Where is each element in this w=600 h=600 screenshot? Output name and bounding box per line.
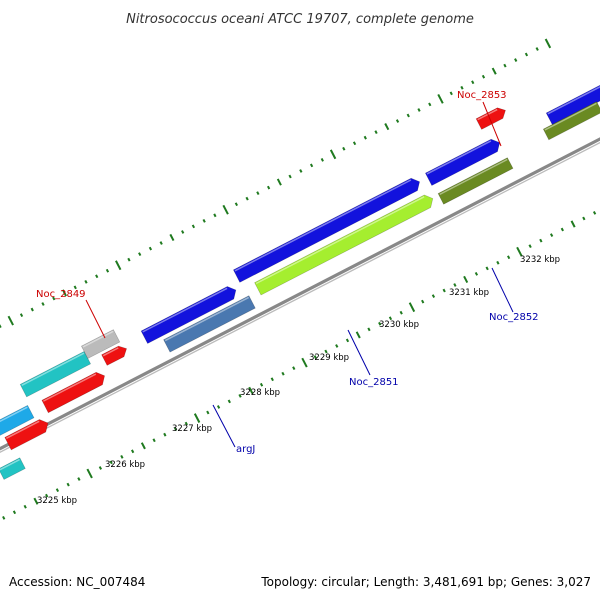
- leader-line-noc2849: [85, 299, 106, 339]
- accession-text: Accession: NC_007484: [9, 575, 145, 589]
- gene-feature[interactable]: [545, 79, 600, 126]
- leader-line-argj: [212, 404, 236, 448]
- tick-label: 3228 kbp: [240, 388, 280, 398]
- tick-label: 3225 kbp: [37, 496, 77, 506]
- gene-feature[interactable]: [232, 177, 420, 283]
- gene-feature[interactable]: [0, 457, 26, 480]
- tick-label: 3229 kbp: [309, 353, 349, 363]
- gene-feature-highlight: [544, 102, 597, 131]
- gene-feature[interactable]: [542, 101, 600, 141]
- gene-feature[interactable]: [80, 329, 121, 359]
- gene-feature-highlight: [5, 420, 40, 439]
- gene-feature[interactable]: [101, 345, 127, 366]
- gene-feature-highlight: [477, 108, 498, 121]
- tick-label: 3230 kbp: [379, 320, 419, 330]
- tick-label: 3227 kbp: [172, 424, 212, 434]
- leader-line-noc2852: [491, 267, 514, 313]
- gene-feature[interactable]: [4, 419, 49, 451]
- gene-feature[interactable]: [475, 107, 506, 130]
- map-title: Nitrosococcus oceani ATCC 19707, complet…: [126, 12, 474, 27]
- tick-marks: [0, 38, 597, 520]
- gene-label-noc2852[interactable]: Noc_2852: [489, 312, 539, 323]
- gene-feature[interactable]: [0, 404, 35, 443]
- tick-label: 3226 kbp: [105, 460, 145, 470]
- genome-backbone: [0, 137, 600, 453]
- tick-label: 3232 kbp: [520, 255, 560, 265]
- gene-label-noc2853[interactable]: Noc_2853: [457, 90, 507, 101]
- gene-feature-highlight: [43, 373, 97, 402]
- tick-label: 3231 kbp: [449, 288, 489, 298]
- gene-label-noc2849[interactable]: Noc_2849: [36, 289, 86, 300]
- tick-labels: 3225 kbp 3226 kbp 3227 kbp 3228 kbp 3229 kbp…: [37, 255, 560, 506]
- gene-feature-highlight: [142, 287, 228, 333]
- gene-feature-highlight: [0, 406, 28, 423]
- gene-label-noc2851[interactable]: Noc_2851: [349, 377, 399, 388]
- gene-feature[interactable]: [41, 371, 105, 414]
- gene-feature-highlight: [547, 86, 600, 115]
- gene-features: [0, 79, 600, 480]
- gene-feature-highlight: [0, 458, 20, 471]
- gene-feature[interactable]: [424, 138, 501, 186]
- gene-feature-highlight: [82, 330, 114, 348]
- gene-feature[interactable]: [19, 350, 92, 398]
- gene-feature-highlight: [439, 158, 508, 196]
- gene-feature[interactable]: [140, 286, 237, 344]
- gene-label-argj[interactable]: argJ: [236, 444, 255, 455]
- gene-feature[interactable]: [254, 194, 434, 296]
- genome-summary-text: Topology: circular; Length: 3,481,691 bp…: [260, 575, 591, 589]
- gene-feature-highlight: [234, 179, 412, 272]
- gene-feature-highlight: [255, 196, 425, 285]
- gene-feature-highlight: [426, 140, 492, 175]
- gene-feature[interactable]: [163, 295, 256, 353]
- gene-feature-highlight: [164, 296, 250, 342]
- leader-line-noc2853: [482, 101, 502, 147]
- leader-line-noc2851: [347, 329, 371, 376]
- gene-feature[interactable]: [437, 157, 514, 205]
- gene-feature-highlight: [21, 352, 85, 386]
- gene-feature-highlight: [102, 347, 119, 357]
